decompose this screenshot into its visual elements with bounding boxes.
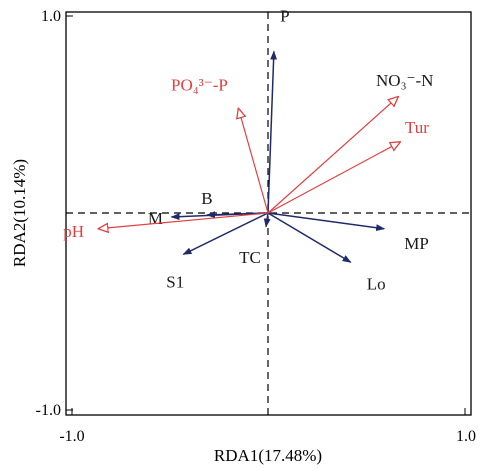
env-label-ph: pH [63,222,84,241]
species-label-tc: TC [239,248,261,267]
x-tick-label-max: 1.0 [456,428,476,445]
env-label-po43minus-p: PO₄³⁻-P [171,76,228,95]
species-arrow-lo [267,212,352,263]
species-arrow-p [267,50,278,214]
species-arrow-tc [263,212,271,228]
species-label-m: M [148,209,163,228]
env-arrow-po43minus-p [238,109,269,214]
y-tick-label-max: 1.0 [41,8,61,25]
species-arrow-mp [267,212,386,232]
y-tick-label-min: -1.0 [36,402,61,419]
species-label-b: B [201,189,212,208]
x-tick-label-min: -1.0 [59,428,84,445]
env-arrow-no3minus-n [267,97,398,214]
species-label-s1: S1 [166,272,184,291]
species-label-mp: MP [404,234,429,253]
species-label-lo: Lo [367,274,386,293]
biplot-vectors: P MP Lo TC S1 B M NO₃⁻-N Tur PO₄³⁻-P pH [63,6,433,293]
env-label-tur: Tur [405,118,429,137]
env-arrow-tur [267,142,400,214]
y-axis-title: RDA2(10.14%) [10,159,29,267]
env-label-no3minus-n: NO₃⁻-N [376,71,433,90]
species-arrow-s1 [182,212,269,256]
species-arrow-m [170,212,269,221]
env-arrow-ph [99,212,269,229]
species-label-p: P [280,6,289,25]
x-axis-title: RDA1(17.48%) [214,446,322,465]
